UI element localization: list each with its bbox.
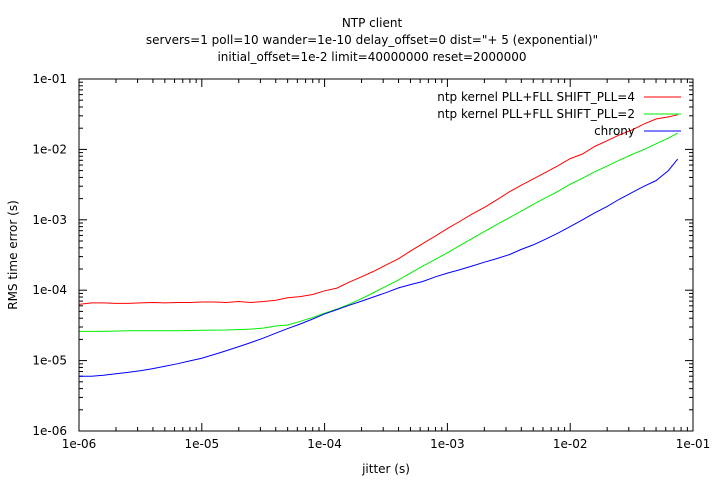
y-axis-label: RMS time error (s) — [6, 200, 20, 310]
series-line-3 — [79, 158, 679, 377]
x-tick-label: 1e-05 — [184, 437, 219, 451]
legend-label-1: ntp kernel PLL+FLL SHIFT_PLL=4 — [437, 90, 635, 104]
x-tick-label: 1e-06 — [62, 437, 97, 451]
series-lines — [78, 114, 679, 377]
x-tick-label: 1e-02 — [553, 437, 588, 451]
x-tick-label: 1e-04 — [307, 437, 342, 451]
x-tick-label: 1e-03 — [430, 437, 465, 451]
y-tick-label: 1e-02 — [32, 142, 67, 156]
y-tick-label: 1e-03 — [32, 213, 67, 227]
series-line-1 — [78, 114, 678, 305]
legend-label-3: chrony — [594, 124, 635, 138]
y-tick-label: 1e-06 — [32, 424, 67, 438]
x-tick-label: 1e-01 — [676, 437, 711, 451]
chart-subtitle-line-2: initial_offset=1e-2 limit=40000000 reset… — [217, 50, 526, 64]
plot-frame — [78, 78, 694, 432]
series-line-2 — [79, 132, 678, 332]
x-tick-labels: 1e-06 1e-05 1e-04 1e-03 1e-02 1e-01 — [62, 437, 711, 451]
axis-ticks — [78, 79, 693, 432]
y-tick-label: 1e-01 — [32, 72, 67, 86]
x-axis-label: jitter (s) — [361, 462, 410, 476]
y-tick-label: 1e-04 — [32, 283, 67, 297]
chart-subtitle-line-1: servers=1 poll=10 wander=1e-10 delay_off… — [146, 33, 598, 47]
y-tick-label: 1e-05 — [32, 354, 67, 368]
chart-title: NTP client — [342, 16, 403, 30]
legend-label-2: ntp kernel PLL+FLL SHIFT_PLL=2 — [437, 107, 635, 121]
y-tick-labels: 1e-06 1e-05 1e-04 1e-03 1e-02 1e-01 — [32, 72, 67, 438]
